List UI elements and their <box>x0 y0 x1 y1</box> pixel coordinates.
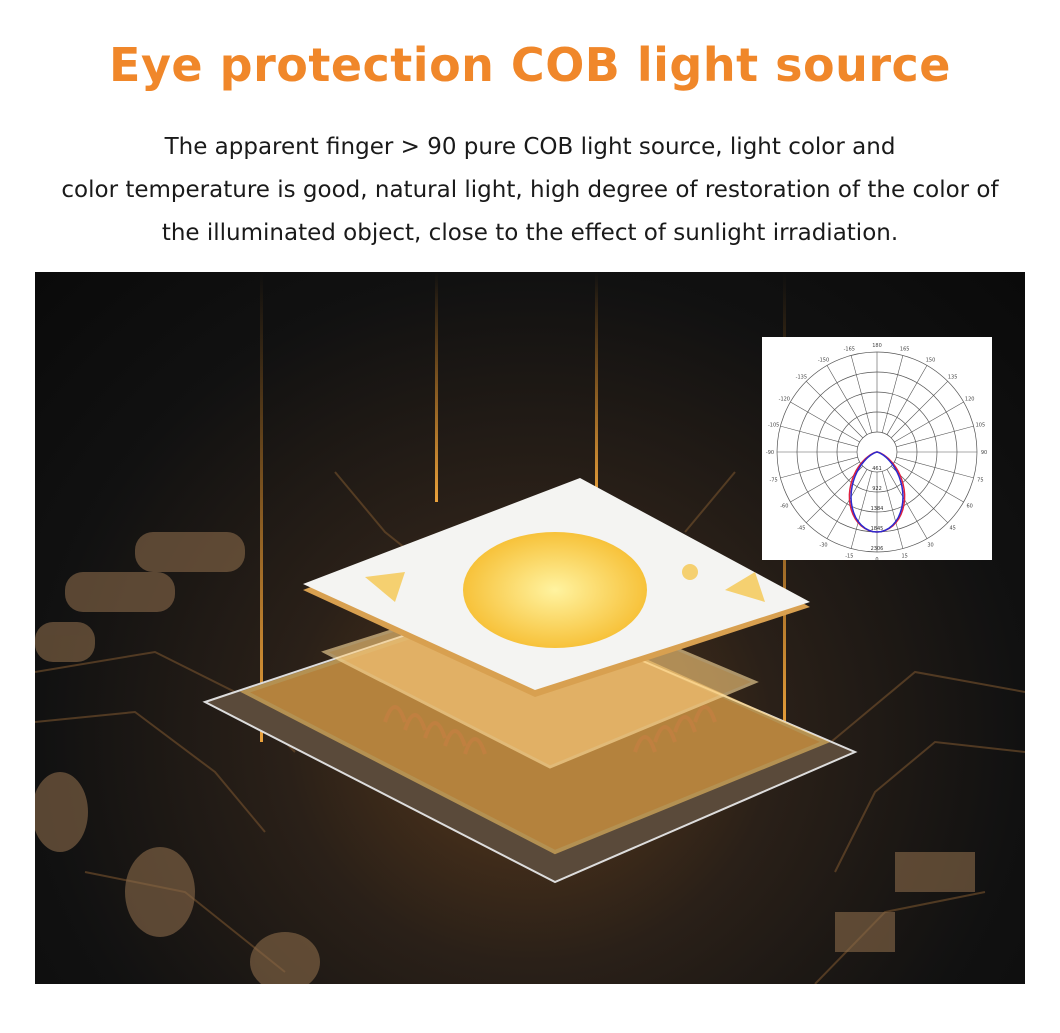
polar-light-distribution-chart: 180 165 150 135 120 105 90 75 60 45 30 15 0 -15 -30 -45… <box>762 337 992 560</box>
angle-label: -105 <box>768 422 779 428</box>
cob-chip-illustration: 180 165 150 135 120 105 90 75 60 45 30 15 0 -15 -30 -45… <box>35 272 1025 984</box>
description-line: the illuminated object, close to the eff… <box>161 220 899 246</box>
grid-spoke <box>780 456 858 479</box>
grid-spoke <box>890 381 948 439</box>
components <box>35 532 975 984</box>
grid-spoke <box>894 401 964 443</box>
angle-label: -165 <box>844 347 855 353</box>
angle-label: 45 <box>949 526 955 532</box>
angle-label: 30 <box>927 543 933 549</box>
angle-label: -15 <box>845 553 853 559</box>
grid-spoke <box>881 355 904 433</box>
grid-spoke <box>806 381 864 439</box>
light-beam <box>595 272 598 502</box>
radial-label: 1384 <box>871 506 884 512</box>
angle-label: 120 <box>965 397 975 403</box>
intensity-curve <box>850 451 904 533</box>
radial-label: 461 <box>872 466 882 472</box>
grid-spoke <box>896 425 974 448</box>
radial-label: 1845 <box>871 526 884 532</box>
angle-label: -60 <box>780 504 788 510</box>
angle-label: 60 <box>966 504 972 510</box>
angle-label: 105 <box>976 422 986 428</box>
grid-spoke <box>790 461 860 503</box>
angle-label: 90 <box>981 450 987 456</box>
grid-spoke <box>850 471 873 549</box>
angle-label: -135 <box>796 374 807 380</box>
grid-spoke <box>780 425 858 448</box>
grid-spoke <box>826 469 868 539</box>
grid-spoke <box>790 401 860 443</box>
angle-label: 165 <box>900 347 910 353</box>
radial-label: 2306 <box>871 546 884 552</box>
led-phosphor <box>463 532 647 648</box>
grid-spoke <box>850 355 873 433</box>
angle-label: 75 <box>977 478 983 484</box>
angle-label: -120 <box>779 397 790 403</box>
angle-label: -75 <box>770 478 778 484</box>
grid-spoke <box>886 469 928 539</box>
angle-label: -150 <box>818 357 829 363</box>
angle-label: -90 <box>766 450 774 456</box>
description-line: The apparent finger > 90 pure COB light … <box>164 134 896 160</box>
radial-label: 922 <box>872 486 882 492</box>
description-line: color temperature is good, natural light… <box>61 177 999 203</box>
angle-label: 180 <box>872 343 882 349</box>
angle-label: -45 <box>797 526 805 532</box>
page-title: Eye protection COB light source <box>109 38 951 92</box>
light-beam <box>260 272 263 742</box>
grid-spoke <box>886 365 928 435</box>
circuit-board-image <box>35 272 1025 984</box>
angle-label: 150 <box>926 357 936 363</box>
light-beam <box>435 272 438 502</box>
bond-wires <box>383 705 717 755</box>
angle-label: 15 <box>902 553 908 559</box>
grid-spoke <box>881 471 904 549</box>
cob-chip <box>303 478 810 697</box>
grid-spoke <box>826 365 868 435</box>
description: The apparent finger > 90 pure COB light … <box>0 126 1060 255</box>
angle-label: -30 <box>819 543 827 549</box>
grid-spoke <box>896 456 974 479</box>
grid-spoke <box>894 461 964 503</box>
angle-label: 0 <box>875 557 878 560</box>
angle-label: 135 <box>948 374 958 380</box>
